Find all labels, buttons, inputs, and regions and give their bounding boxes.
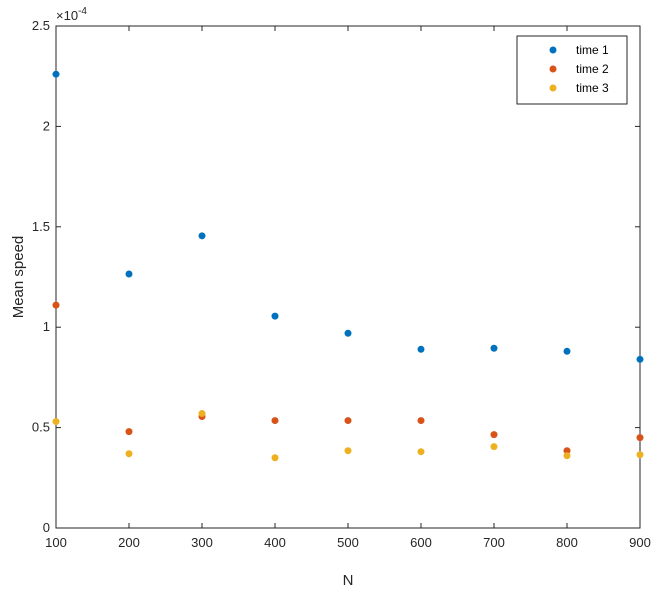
x-axis-ticks: 100 200 300 400 500 600 700 800 900 (45, 26, 651, 550)
x-tick-label: 500 (337, 535, 359, 550)
data-point-series-3 (563, 452, 571, 460)
y-tick-label: 0 (43, 520, 50, 535)
legend-marker-series-3 (549, 84, 557, 92)
data-point-series-1 (490, 344, 498, 352)
data-point-series-1 (125, 270, 133, 278)
data-point-series-3 (52, 418, 60, 426)
data-point-series-2 (563, 447, 571, 455)
x-tick-label: 400 (264, 535, 286, 550)
x-tick-label: 600 (410, 535, 432, 550)
x-tick-label: 300 (191, 535, 213, 550)
data-point-series-1 (563, 347, 571, 355)
data-point-series-2 (271, 417, 279, 425)
legend-label-series-1: time 1 (576, 43, 609, 57)
data-point-series-3 (490, 443, 498, 451)
y-tick-label: 2 (43, 118, 50, 133)
legend-marker-series-1 (549, 46, 557, 54)
data-point-series-2 (344, 417, 352, 425)
y-exponent-label: ×10-4 (56, 6, 87, 23)
data-point-series-3 (125, 450, 133, 458)
data-point-series-1 (344, 329, 352, 337)
legend-label-series-2: time 2 (576, 62, 609, 76)
x-axis-label: N (343, 572, 354, 589)
data-point-series-2 (52, 301, 60, 309)
x-tick-label: 700 (483, 535, 505, 550)
data-point-series-2 (490, 431, 498, 439)
y-axis-ticks: 0 0.5 1 1.5 2 2.5 (32, 18, 640, 535)
y-axis-label: Mean speed (10, 236, 27, 319)
data-points (52, 70, 644, 462)
x-tick-label: 100 (45, 535, 67, 550)
data-point-series-1 (636, 355, 644, 363)
data-point-series-3 (344, 447, 352, 455)
data-point-series-1 (198, 232, 206, 240)
legend: time 1 time 2 time 3 (516, 35, 628, 105)
x-tick-label: 900 (629, 535, 651, 550)
data-point-series-1 (271, 312, 279, 320)
data-point-series-2 (125, 428, 133, 436)
data-point-series-2 (636, 434, 644, 442)
data-point-series-3 (636, 451, 644, 459)
y-tick-label: 1.5 (32, 219, 50, 234)
legend-label-series-3: time 3 (576, 81, 609, 95)
plot-area (55, 25, 641, 529)
data-point-series-3 (417, 448, 425, 456)
x-tick-label: 800 (556, 535, 578, 550)
data-point-series-2 (417, 417, 425, 425)
x-tick-label: 200 (118, 535, 140, 550)
data-point-series-1 (52, 70, 60, 78)
data-point-series-3 (271, 454, 279, 462)
data-point-series-3 (198, 410, 206, 418)
y-tick-label: 1 (43, 319, 50, 334)
y-tick-label: 2.5 (32, 18, 50, 33)
data-point-series-1 (417, 345, 425, 353)
y-tick-label: 0.5 (32, 420, 50, 435)
legend-marker-series-2 (549, 65, 557, 73)
legend-box (516, 35, 628, 105)
